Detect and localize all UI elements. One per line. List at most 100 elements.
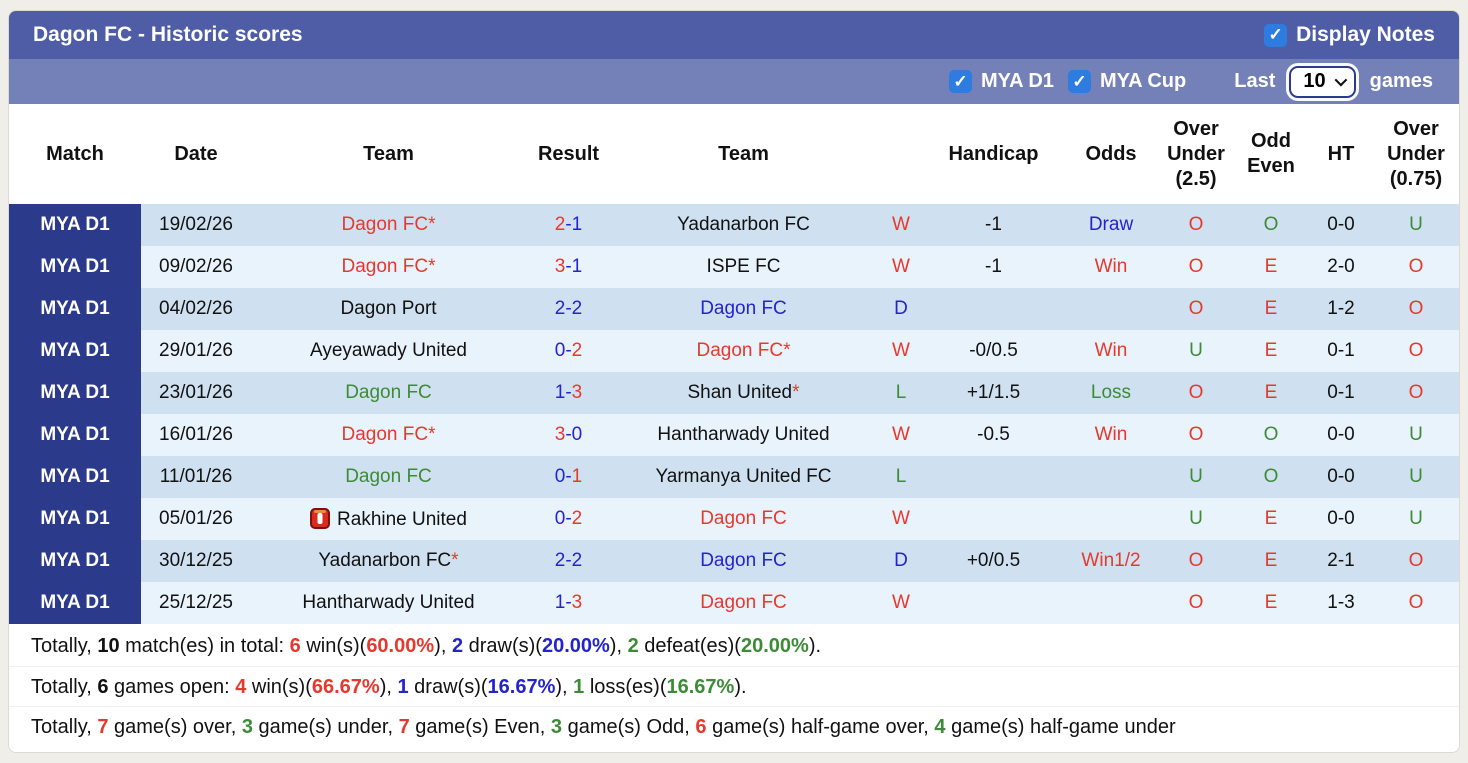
mya-d1-checkbox[interactable]: ✓ bbox=[948, 70, 972, 93]
league-cell: MYA D1 bbox=[9, 456, 141, 498]
summary-text: 6 bbox=[695, 716, 707, 738]
summary-text: 6 bbox=[289, 635, 301, 657]
away-score: 1 bbox=[571, 466, 583, 487]
column-header-handicap: Handicap bbox=[926, 104, 1061, 204]
odds-result: Loss bbox=[1090, 382, 1132, 403]
outcome-letter: W bbox=[892, 256, 910, 277]
home-team-cell: Dagon FC* bbox=[251, 246, 526, 288]
odd-even-cell: E bbox=[1231, 540, 1311, 582]
over-under-25-cell: O bbox=[1161, 288, 1231, 330]
home-team-name: Rakhine United bbox=[337, 508, 467, 530]
odds-cell: Win1/2 bbox=[1061, 540, 1161, 582]
over-under-25-cell: O bbox=[1161, 204, 1231, 246]
half-time-cell: 0-1 bbox=[1311, 372, 1371, 414]
odd-even-cell: E bbox=[1231, 246, 1311, 288]
odd-even-cell: E bbox=[1231, 582, 1311, 624]
home-team-name: Dagon Port bbox=[340, 298, 437, 319]
chevron-down-icon bbox=[1334, 73, 1347, 86]
result-cell: 1-3 bbox=[526, 582, 611, 624]
home-team-cell: Yadanarbon FC* bbox=[251, 540, 526, 582]
away-team-name: ISPE FC bbox=[706, 256, 781, 277]
odds-cell: Loss bbox=[1061, 372, 1161, 414]
over-under-25-letter: O bbox=[1188, 382, 1204, 403]
result-cell: 3-1 bbox=[526, 246, 611, 288]
home-team-cell: Dagon FC* bbox=[251, 414, 526, 456]
away-team-cell: Dagon FC bbox=[611, 498, 876, 540]
summary-text: draw(s)( bbox=[463, 635, 542, 657]
display-notes-checkbox[interactable]: ✓ bbox=[1264, 23, 1288, 47]
handicap-cell: -0/0.5 bbox=[926, 330, 1061, 372]
table-row: MYA D1 23/01/26 Dagon FC 1-3 Shan United* L +1… bbox=[9, 372, 1459, 414]
odds-cell bbox=[1061, 582, 1161, 624]
outcome-cell: D bbox=[876, 288, 926, 330]
home-team-name: Yadanarbon FC bbox=[318, 550, 452, 571]
outcome-cell: D bbox=[876, 540, 926, 582]
away-team-name: Dagon FC bbox=[700, 508, 787, 529]
column-header-ht: HT bbox=[1311, 104, 1371, 204]
over-under-075-letter: O bbox=[1408, 256, 1424, 277]
outcome-letter: W bbox=[892, 340, 910, 361]
away-score: 3 bbox=[571, 592, 583, 613]
mya-cup-label: MYA Cup bbox=[1099, 70, 1187, 92]
away-team-cell: Hantharwady United bbox=[611, 414, 876, 456]
summary-text: game(s) Even, bbox=[409, 716, 551, 738]
home-score: 0 bbox=[554, 340, 566, 361]
mya-cup-toggle[interactable]: ✓ MYA Cup bbox=[1067, 70, 1187, 93]
odds-cell bbox=[1061, 498, 1161, 540]
league-cell: MYA D1 bbox=[9, 288, 141, 330]
home-advantage-star: * bbox=[783, 340, 791, 361]
odds-result: Win1/2 bbox=[1081, 550, 1141, 571]
odd-even-cell: E bbox=[1231, 372, 1311, 414]
odd-even-letter: E bbox=[1264, 592, 1278, 613]
away-team-cell: Dagon FC* bbox=[611, 330, 876, 372]
mya-d1-toggle[interactable]: ✓ MYA D1 bbox=[948, 70, 1054, 93]
odd-even-letter: E bbox=[1264, 382, 1278, 403]
home-team-name: Ayeyawady United bbox=[309, 340, 468, 361]
date-cell: 23/01/26 bbox=[141, 372, 251, 414]
outcome-cell: W bbox=[876, 330, 926, 372]
home-team-name: Dagon FC bbox=[341, 256, 429, 277]
away-team-name: Yarmanya United FC bbox=[655, 466, 832, 487]
over-under-25-letter: O bbox=[1188, 214, 1204, 235]
column-header-blank-5 bbox=[876, 104, 926, 204]
table-row: MYA D1 04/02/26 Dagon Port 2-2 Dagon FC D O E 1-… bbox=[9, 288, 1459, 330]
summary-text: 20.00% bbox=[740, 635, 809, 657]
table-row: MYA D1 09/02/26 Dagon FC* 3-1 ISPE FC W -1 Win O… bbox=[9, 246, 1459, 288]
over-under-25-cell: O bbox=[1161, 372, 1231, 414]
outcome-cell: L bbox=[876, 456, 926, 498]
games-label: games bbox=[1369, 70, 1433, 92]
home-team-name: Dagon FC bbox=[341, 214, 429, 235]
checkmark-icon: ✓ bbox=[953, 71, 968, 91]
checkmark-icon: ✓ bbox=[1268, 25, 1283, 44]
home-score: 3 bbox=[554, 424, 566, 445]
home-advantage-star: * bbox=[428, 214, 436, 235]
display-notes-toggle[interactable]: ✓ Display Notes bbox=[1264, 23, 1435, 47]
away-team-name: Dagon FC bbox=[700, 592, 787, 613]
score-separator: - bbox=[565, 550, 572, 571]
odds-result: Draw bbox=[1088, 214, 1134, 235]
summary-text: 3 bbox=[241, 716, 253, 738]
league-cell: MYA D1 bbox=[9, 330, 141, 372]
over-under-075-letter: U bbox=[1409, 508, 1423, 529]
summary-text: loss(es)( bbox=[584, 676, 667, 698]
last-label: Last bbox=[1234, 70, 1276, 92]
outcome-cell: W bbox=[876, 246, 926, 288]
result-cell: 2-2 bbox=[526, 288, 611, 330]
outcome-letter: L bbox=[895, 382, 907, 403]
summary-text: game(s) over, bbox=[108, 716, 242, 738]
home-team-name: Dagon FC bbox=[341, 424, 429, 445]
column-header-odds: Odds bbox=[1061, 104, 1161, 204]
result-cell: 0-2 bbox=[526, 498, 611, 540]
away-team-cell: Yarmanya United FC bbox=[611, 456, 876, 498]
league-cell: MYA D1 bbox=[9, 246, 141, 288]
handicap-cell: +1/1.5 bbox=[926, 372, 1061, 414]
summary-text: ). bbox=[808, 635, 822, 657]
league-cell: MYA D1 bbox=[9, 372, 141, 414]
result-cell: 0-2 bbox=[526, 330, 611, 372]
games-count-select[interactable]: 10 bbox=[1289, 65, 1356, 98]
half-time-cell: 0-0 bbox=[1311, 498, 1371, 540]
mya-cup-checkbox[interactable]: ✓ bbox=[1067, 70, 1091, 93]
over-under-075-cell: U bbox=[1371, 204, 1459, 246]
date-cell: 25/12/25 bbox=[141, 582, 251, 624]
column-header-match: Match bbox=[9, 104, 141, 204]
